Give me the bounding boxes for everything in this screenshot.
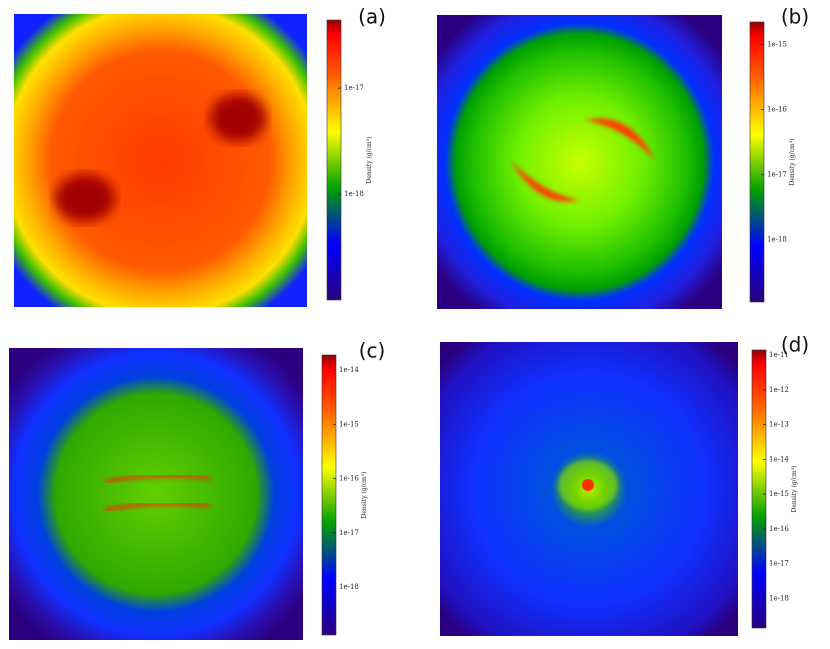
colorbar	[326, 19, 342, 301]
panel-label: (b)	[781, 5, 809, 29]
colorbar-label: Density (g/cm³)	[789, 139, 796, 186]
colorbar-tick-label: 1e-14	[339, 366, 359, 374]
colorbar-label: Density (g/cm³)	[791, 466, 798, 513]
colorbar-tick-label: 1e-18	[344, 190, 364, 198]
colorbar-tick-label: 1e-15	[769, 490, 789, 498]
colorbar-tick-label: 1e-16	[339, 475, 359, 483]
colorbar-tick-label: 1e-12	[769, 386, 789, 394]
panel-label: (a)	[358, 5, 386, 29]
colorbar-tick-label: 1e-18	[769, 594, 789, 602]
colorbar-label: Density (g/cm³)	[361, 472, 368, 519]
colorbar-label: Density (g/cm³)	[366, 137, 373, 184]
colorbar-tick-label: 1e-18	[767, 236, 787, 244]
colorbar-tick-label: 1e-16	[769, 525, 789, 533]
map-b	[437, 15, 722, 309]
colorbar-tick-label: 1e-14	[769, 455, 789, 463]
colorbar-tick-label: 1e-17	[767, 170, 787, 178]
colorbar	[321, 354, 337, 636]
colorbar-tick-label: 1e-18	[339, 583, 359, 591]
colorbar-tick-label: 1e-11	[769, 351, 789, 359]
colorbar-tick-label: 1e-15	[767, 40, 787, 48]
colorbar-tick-label: 1e-15	[339, 420, 359, 428]
colorbar-tick-label: 1e-17	[344, 84, 364, 92]
panel-label: (d)	[781, 333, 809, 357]
map-a	[14, 14, 307, 307]
colorbar	[749, 21, 765, 303]
colorbar	[751, 349, 767, 629]
map-d	[440, 342, 738, 636]
map-c	[9, 348, 303, 640]
colorbar-tick-label: 1e-17	[769, 560, 789, 568]
colorbar-tick-label: 1e-13	[769, 421, 789, 429]
colorbar-tick-label: 1e-17	[339, 529, 359, 537]
panel-label: (c)	[359, 339, 386, 363]
colorbar-tick-label: 1e-16	[767, 105, 787, 113]
